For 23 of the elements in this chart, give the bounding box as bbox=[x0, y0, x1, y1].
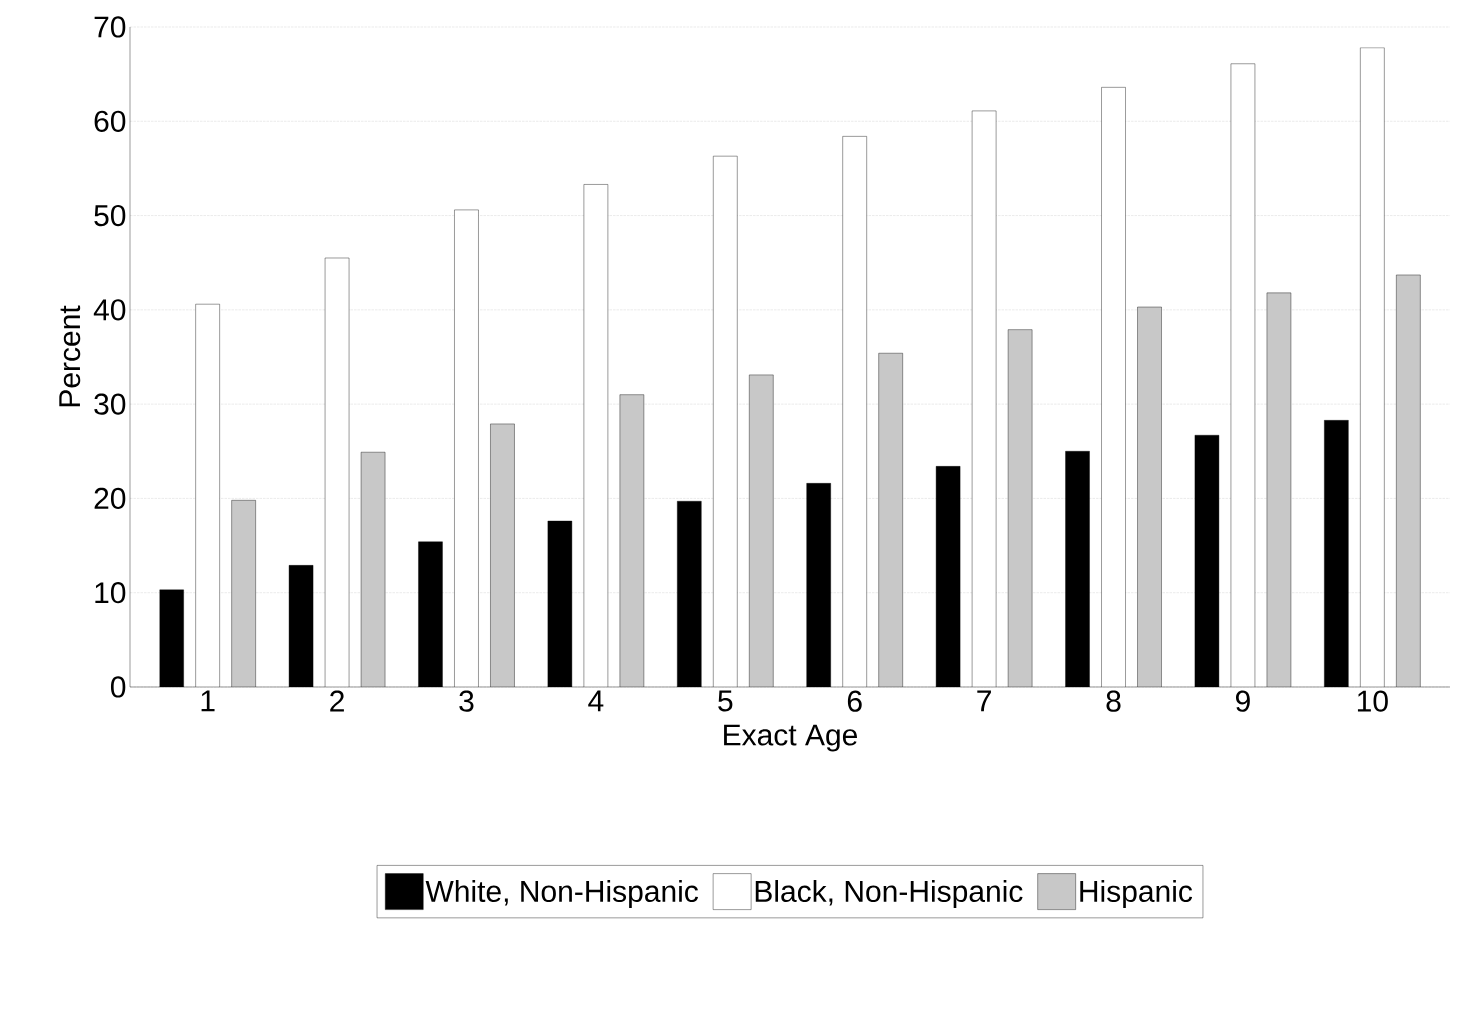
y-tick-label: 0 bbox=[110, 676, 126, 698]
legend-label: Black, Non-Hispanic bbox=[755, 880, 1023, 908]
x-tick-label: 9 bbox=[1236, 690, 1250, 712]
x-tick-label: 10 bbox=[1357, 690, 1388, 712]
x-tick-label: 8 bbox=[1106, 690, 1121, 712]
x-tick-label: 5 bbox=[718, 690, 733, 712]
x-tick-label: 1 bbox=[201, 690, 215, 712]
y-tick-label: 70 bbox=[94, 16, 126, 38]
y-tick-label: 40 bbox=[93, 299, 126, 321]
y-tick-label: 10 bbox=[95, 582, 126, 604]
x-tick-label: 4 bbox=[588, 690, 604, 712]
legend-label: Hispanic bbox=[1080, 880, 1193, 908]
x-tick-label: 2 bbox=[330, 690, 344, 712]
x-axis-title: Exact Age bbox=[724, 724, 858, 752]
x-tick-label: 3 bbox=[459, 690, 474, 712]
legend-label: White, Non-Hispanic bbox=[425, 880, 699, 908]
y-tick-label: 30 bbox=[94, 393, 126, 415]
y-tick-label: 50 bbox=[94, 204, 126, 227]
x-tick-label: 7 bbox=[977, 690, 991, 712]
y-tick-label: 60 bbox=[94, 110, 126, 132]
x-tick-label: 6 bbox=[847, 690, 862, 712]
y-tick-label: 20 bbox=[94, 487, 126, 510]
y-axis-title: Percent bbox=[59, 305, 81, 407]
